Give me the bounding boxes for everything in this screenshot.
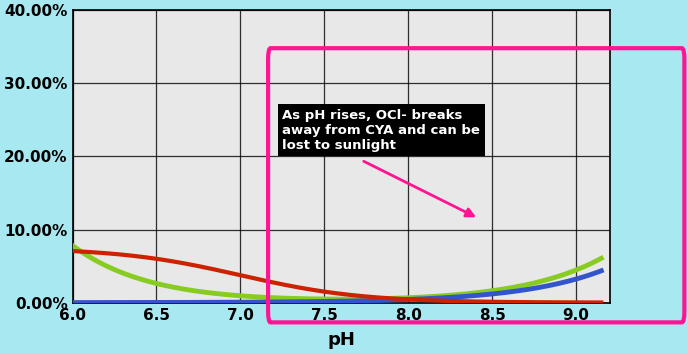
Text: As pH rises, OCl- breaks
away from CYA and can be
lost to sunlight: As pH rises, OCl- breaks away from CYA a… <box>282 109 480 152</box>
X-axis label: pH: pH <box>327 331 355 349</box>
